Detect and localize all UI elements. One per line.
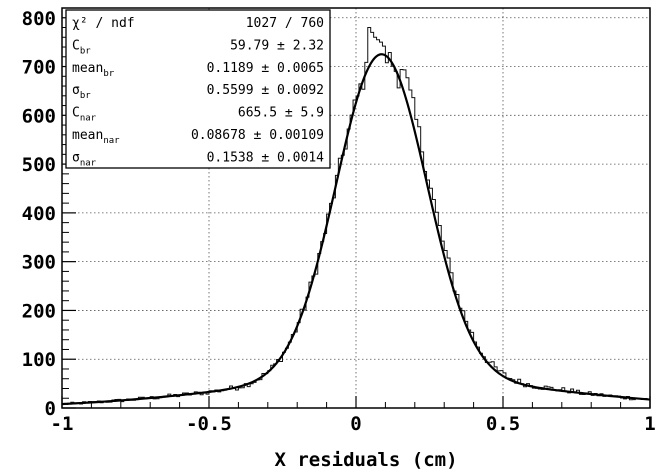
stat-label: σbr xyxy=(72,83,91,101)
x-tick-label: -0.5 xyxy=(186,413,232,435)
stat-label-main: σ xyxy=(72,83,80,98)
y-tick-label: 0 xyxy=(45,398,56,420)
stat-label-subscript: br xyxy=(80,91,91,101)
x-tick-label: 0.5 xyxy=(486,413,520,435)
stat-label-subscript: nar xyxy=(80,158,97,168)
stat-value: 1027 / 760 xyxy=(246,16,324,31)
y-tick-label: 300 xyxy=(22,252,56,274)
stats-box-frame xyxy=(65,9,331,169)
stat-label-main: mean xyxy=(72,128,103,143)
stat-label-subscript: nar xyxy=(103,136,120,146)
stat-label-main: mean xyxy=(72,61,103,76)
stat-label-main: σ xyxy=(72,150,80,165)
stat-value: 0.08678 ± 0.00109 xyxy=(191,128,324,143)
stat-label: meanbr xyxy=(72,61,115,79)
stat-label-main: χ² / ndf xyxy=(72,16,135,31)
y-tick-label: 500 xyxy=(22,154,56,176)
fit-curve-series xyxy=(61,53,651,406)
x-tick-label: 1 xyxy=(644,413,655,435)
stat-label-subscript: nar xyxy=(80,114,97,124)
stat-label: σnar xyxy=(72,150,97,168)
stat-value: 59.79 ± 2.32 xyxy=(230,38,324,53)
y-tick-label: 800 xyxy=(22,8,56,30)
y-tick-label: 700 xyxy=(22,57,56,79)
stat-value: 0.5599 ± 0.0092 xyxy=(207,83,324,98)
stat-label-subscript: br xyxy=(103,69,114,79)
stat-label-main: C xyxy=(72,106,80,121)
double-gaussian-fit-curve xyxy=(61,53,651,406)
x-tick-label: -1 xyxy=(51,413,74,435)
grid-lines xyxy=(62,8,650,408)
stat-label-main: C xyxy=(72,38,80,53)
stat-label: χ² / ndf xyxy=(72,16,135,31)
y-tick-label: 600 xyxy=(22,105,56,127)
x-tick-labels: -1 -0.5 0 0.5 1 xyxy=(51,413,656,435)
stat-value: 665.5 ± 5.9 xyxy=(238,106,324,121)
stat-value: 0.1538 ± 0.0014 xyxy=(207,150,325,165)
stat-label-subscript: br xyxy=(80,46,91,56)
x-tick-label: 0 xyxy=(350,413,361,435)
stat-value: 0.1189 ± 0.0065 xyxy=(207,61,324,76)
y-tick-label: 200 xyxy=(22,300,56,322)
y-tick-label: 400 xyxy=(22,203,56,225)
x-axis-title: X residuals (cm) xyxy=(274,449,457,471)
y-tick-label: 100 xyxy=(22,349,56,371)
stat-label: Cbr xyxy=(72,38,91,56)
stat-label: meannar xyxy=(72,128,120,146)
y-tick-labels: 0 100 200 300 400 500 600 700 800 xyxy=(22,8,56,420)
stat-label: Cnar xyxy=(72,106,97,124)
